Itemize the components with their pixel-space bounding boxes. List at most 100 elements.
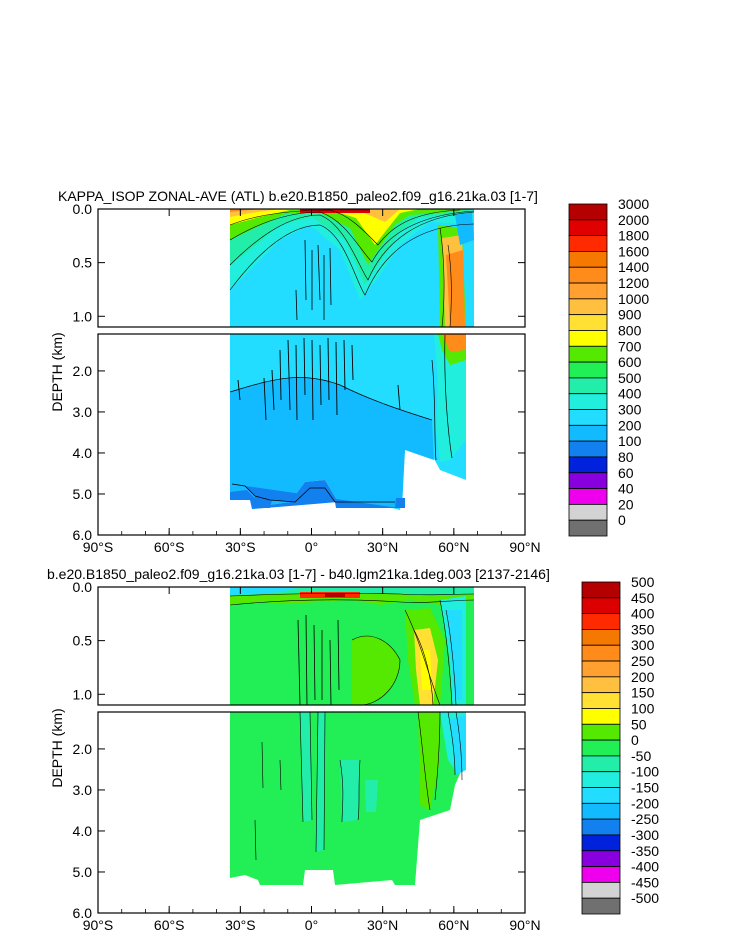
- panel-1-colorbar-swatch: [568, 282, 608, 300]
- panel-1-colorbar-label: 400: [618, 386, 642, 402]
- panel-2-colorbar-label: 150: [631, 685, 655, 701]
- panel-2-colorbar-label: -100: [631, 764, 659, 780]
- panel-2-y-tick-label: 6.0: [73, 905, 93, 921]
- panel-1-colorbar-label: 80: [618, 449, 634, 465]
- panel-2-x-tick-label: 60°N: [438, 917, 469, 933]
- panel-2-colorbar-label: 0: [631, 732, 639, 748]
- panel-2-x-tick-label: 60°S: [154, 917, 185, 933]
- panel-1-colorbar-label: 1200: [618, 275, 649, 291]
- panel-2-colorbar-label: 50: [631, 716, 647, 732]
- panel-1-colorbar-label: 60: [618, 465, 634, 481]
- panel-1-colorbar-swatch: [568, 330, 608, 347]
- panel-1-colorbar-label: 900: [618, 307, 642, 323]
- panel-2-y-ticks-upper: 0.0 0.5 1.0: [73, 579, 525, 702]
- panel-1-colorbar-label: 2000: [618, 212, 649, 228]
- panel-2-colorbar-swatch: [581, 787, 621, 804]
- panel-1-y-tick-label: 0.0: [73, 201, 93, 217]
- panel-2-colorbar-label: -500: [631, 890, 659, 906]
- panel-2-x-tick-label: 90°S: [83, 917, 114, 933]
- panel-1-colorbar-label: 40: [618, 481, 634, 497]
- panel-2-colorbar: 500450400350300250200150100500-50-100-15…: [581, 574, 659, 915]
- panel-2-colorbar-swatch: [581, 629, 621, 646]
- panel-1-x-tick-label: 60°S: [154, 539, 185, 555]
- panel-2-colorbar-label: 350: [631, 621, 655, 637]
- panel-1-x-tick-label: 60°N: [438, 539, 469, 555]
- panel-2-y-tick-label: 2.0: [73, 741, 93, 757]
- panel-2-colorbar-label: -350: [631, 843, 659, 859]
- panel-2-colorbar-swatch: [581, 739, 621, 757]
- panel-2-colorbar-label: 400: [631, 606, 655, 622]
- panel-1: KAPPA_ISOP ZONAL-AVE (ATL) b.e20.B1850_p…: [49, 188, 649, 555]
- panel-1-x-ticks: 90°S 60°S 30°S 0° 30°N 60°N 90°N: [83, 209, 541, 555]
- panel-2-colorbar-swatch: [581, 708, 621, 725]
- panel-2-field-lower: [230, 711, 466, 885]
- panel-2-y-tick-label: 0.0: [73, 579, 93, 595]
- panel-2-colorbar-label: 300: [631, 637, 655, 653]
- panel-1-colorbar-swatch: [568, 424, 608, 442]
- panel-1-colorbar-swatch: [568, 488, 608, 505]
- panel-2-colorbar-swatch: [581, 818, 621, 836]
- panel-1-colorbar-swatch: [568, 409, 608, 426]
- panel-2-colorbar-swatch: [581, 723, 621, 741]
- panel-2-colorbar-label: 500: [631, 574, 655, 590]
- panel-1-colorbar-swatch: [568, 456, 608, 474]
- panel-1-colorbar-swatch: [568, 314, 608, 331]
- panel-1-colorbar-label: 700: [618, 338, 642, 354]
- panel-1-colorbar-label: 1600: [618, 243, 649, 259]
- panel-1-colorbar-label: 0: [618, 512, 626, 528]
- panel-2-x-ticks: 90°S 60°S 30°S 0° 30°N 60°N 90°N: [83, 587, 541, 933]
- panel-2-colorbar-label: 450: [631, 590, 655, 606]
- panel-2-colorbar-label: -150: [631, 780, 659, 796]
- panel-1-colorbar-swatch: [568, 503, 608, 521]
- panel-1-colorbar-label: 3000: [618, 196, 649, 212]
- panel-1-y-tick-label: 4.0: [73, 445, 93, 461]
- panel-2-y-tick-label: 0.5: [73, 633, 93, 649]
- panel-1-colorbar-label: 200: [618, 417, 642, 433]
- panel-1-colorbar-swatch: [568, 472, 608, 489]
- panel-1-colorbar-label: 500: [618, 370, 642, 386]
- panel-1-colorbar-swatch: [568, 266, 608, 284]
- panel-1-y-ticks-upper: 0.0 0.5 1.0: [73, 201, 525, 324]
- panel-2-colorbar-swatch: [581, 771, 621, 788]
- panel-2-colorbar-label: 200: [631, 669, 655, 685]
- panel-2-colorbar-label: -200: [631, 795, 659, 811]
- panel-2-colorbar-swatch: [581, 866, 621, 883]
- panel-2-y-tick-label: 3.0: [73, 782, 93, 798]
- panel-1-title: KAPPA_ISOP ZONAL-AVE (ATL) b.e20.B1850_p…: [58, 188, 538, 204]
- panel-2-x-tick-label: 30°S: [225, 917, 256, 933]
- panel-2-field-upper: [229, 587, 475, 706]
- panel-1-y-ticks-lower: 2.0 3.0 4.0 5.0 6.0: [73, 363, 525, 543]
- panel-1-colorbar-swatch: [568, 361, 608, 379]
- panel-1-y-tick-label: 1.0: [73, 308, 93, 324]
- panel-1-colorbar-swatch: [568, 298, 608, 316]
- panel-1-colorbar-label: 100: [618, 433, 642, 449]
- panel-2-y-tick-label: 1.0: [73, 686, 93, 702]
- panel-1-colorbar-label: 1400: [618, 259, 649, 275]
- panel-1-x-tick-label: 90°N: [509, 539, 540, 555]
- panel-2-y-ticks-lower: 2.0 3.0 4.0 5.0 6.0: [73, 741, 525, 921]
- panel-1-y-tick-label: 3.0: [73, 404, 93, 420]
- panel-2-colorbar-label: -450: [631, 874, 659, 890]
- panel-2-title: b.e20.B1850_paleo2.f09_g16.21ka.03 [1-7]…: [47, 566, 550, 582]
- panel-2-colorbar-swatch: [581, 897, 621, 915]
- panel-2-colorbar-swatch: [581, 850, 621, 867]
- panel-2-y-tick-label: 4.0: [73, 823, 93, 839]
- panel-1-colorbar-swatch: [568, 440, 608, 458]
- panel-2-colorbar-swatch: [581, 660, 621, 678]
- panel-2-colorbar-swatch: [581, 613, 621, 630]
- panel-2-x-tick-label: 0°: [305, 917, 318, 933]
- panel-1-colorbar-swatch: [568, 345, 608, 363]
- panel-1-y-tick-label: 5.0: [73, 486, 93, 502]
- panel-1-colorbar: 3000200018001600140012001000900800700600…: [568, 196, 649, 537]
- panel-2-colorbar-swatch: [581, 676, 621, 694]
- panel-1-colorbar-swatch: [568, 251, 608, 268]
- panel-1-colorbar-swatch: [568, 519, 608, 537]
- panel-2-colorbar-swatch: [581, 802, 621, 820]
- panel-1-colorbar-label: 1000: [618, 291, 649, 307]
- panel-2-colorbar-label: 250: [631, 653, 655, 669]
- panel-1-colorbar-swatch: [568, 393, 608, 410]
- panel-1-y-tick-label: 0.5: [73, 255, 93, 271]
- panel-2-colorbar-label: -250: [631, 811, 659, 827]
- panel-1-x-tick-label: 90°S: [83, 539, 114, 555]
